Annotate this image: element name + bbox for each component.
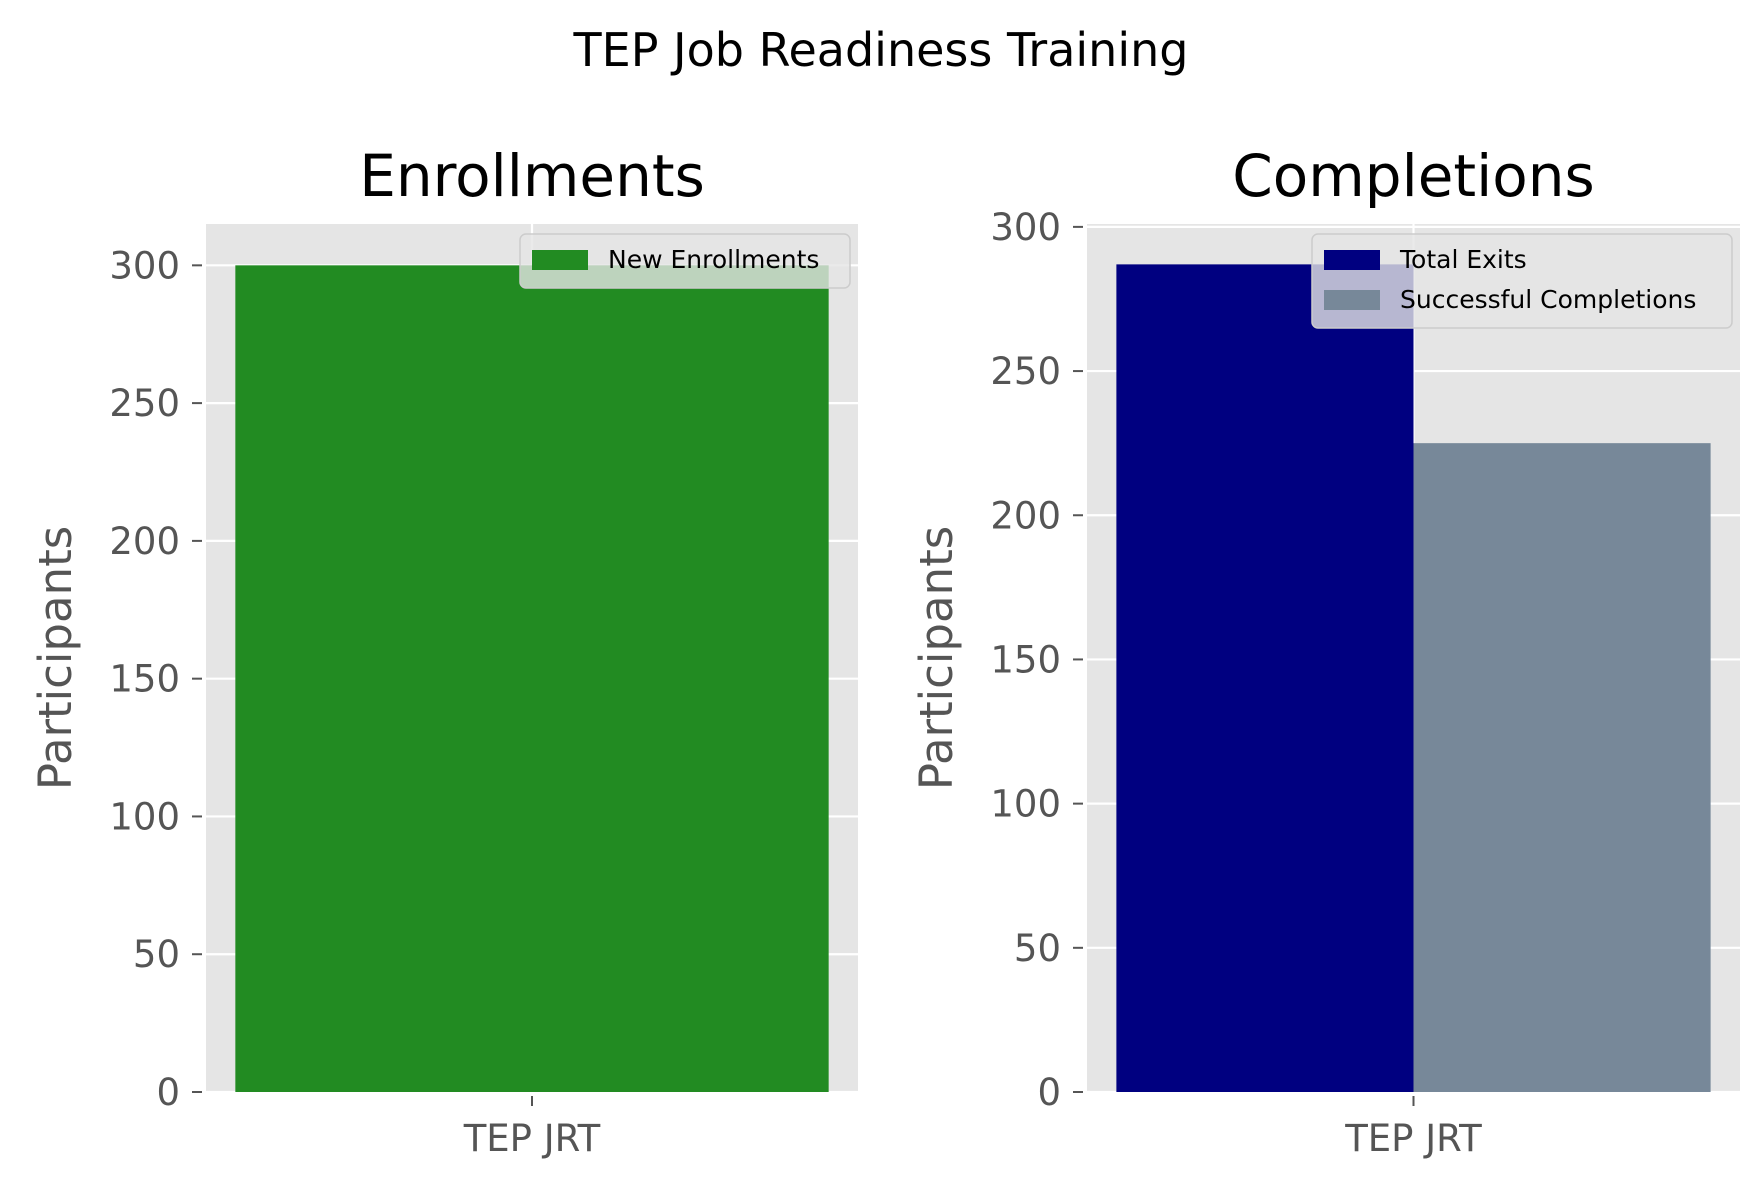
bar-total-exits — [1116, 264, 1414, 1093]
y-tick-label: 50 — [133, 933, 180, 976]
y-tick-label: 200 — [990, 494, 1061, 537]
y-tick-label: 150 — [109, 658, 180, 701]
legend-swatch — [532, 250, 588, 270]
y-tick-label: 100 — [990, 783, 1061, 826]
y-tick-label: 0 — [1037, 1071, 1061, 1114]
y-tick-label: 250 — [109, 382, 180, 425]
y-tick-label: 250 — [990, 350, 1061, 393]
subplot-title: Enrollments — [359, 142, 705, 210]
y-tick-label: 200 — [109, 520, 180, 563]
y-tick-label: 150 — [990, 638, 1061, 681]
y-axis-label: Participants — [910, 526, 963, 790]
bar-new-enrollments — [235, 265, 829, 1092]
legend-box — [1311, 233, 1733, 329]
subplot-title: Completions — [1232, 142, 1594, 210]
x-tick-label: TEP JRT — [463, 1117, 601, 1160]
legend-swatch — [1324, 250, 1380, 270]
legend-label: Successful Completions — [1400, 285, 1696, 314]
figure-title: TEP Job Readiness Training — [573, 23, 1189, 77]
completions-panel: 0 50 100 150 200 250 300 TEP JRT Completions Part… — [910, 142, 1740, 1160]
legend-box — [519, 233, 851, 289]
y-tick-label: 100 — [109, 795, 180, 838]
bar-successful-completions — [1413, 443, 1711, 1092]
y-tick-label: 0 — [156, 1071, 180, 1114]
legend-label: Total Exits — [1399, 245, 1527, 274]
y-tick-label: 50 — [1014, 927, 1061, 970]
x-tick-label: TEP JRT — [1344, 1117, 1482, 1160]
y-tick-label: 300 — [990, 206, 1061, 249]
y-axis-label: Participants — [29, 526, 82, 790]
y-tick-label: 300 — [109, 244, 180, 287]
legend-label: New Enrollments — [608, 245, 819, 274]
legend-swatch — [1324, 290, 1380, 310]
enrollments-panel: 0 50 100 150 200 250 300 TEP JRT Enrollments Part… — [29, 142, 858, 1160]
